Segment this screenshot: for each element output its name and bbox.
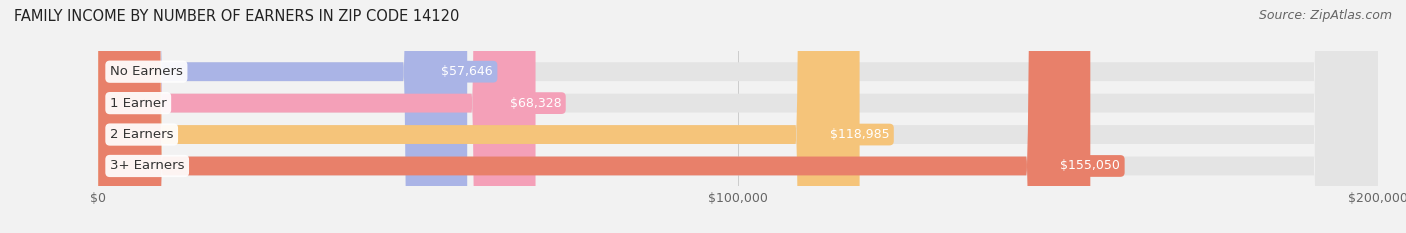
Text: FAMILY INCOME BY NUMBER OF EARNERS IN ZIP CODE 14120: FAMILY INCOME BY NUMBER OF EARNERS IN ZI… — [14, 9, 460, 24]
FancyBboxPatch shape — [98, 0, 1378, 233]
Text: 2 Earners: 2 Earners — [110, 128, 173, 141]
FancyBboxPatch shape — [98, 0, 1378, 233]
Text: 3+ Earners: 3+ Earners — [110, 159, 184, 172]
FancyBboxPatch shape — [98, 0, 467, 233]
FancyBboxPatch shape — [98, 0, 1378, 233]
FancyBboxPatch shape — [98, 0, 1090, 233]
Text: $68,328: $68,328 — [510, 97, 561, 110]
Text: Source: ZipAtlas.com: Source: ZipAtlas.com — [1258, 9, 1392, 22]
Text: $155,050: $155,050 — [1060, 159, 1121, 172]
Text: No Earners: No Earners — [110, 65, 183, 78]
FancyBboxPatch shape — [98, 0, 859, 233]
Text: $118,985: $118,985 — [830, 128, 890, 141]
FancyBboxPatch shape — [98, 0, 536, 233]
Text: $57,646: $57,646 — [441, 65, 494, 78]
Text: 1 Earner: 1 Earner — [110, 97, 166, 110]
FancyBboxPatch shape — [98, 0, 1378, 233]
